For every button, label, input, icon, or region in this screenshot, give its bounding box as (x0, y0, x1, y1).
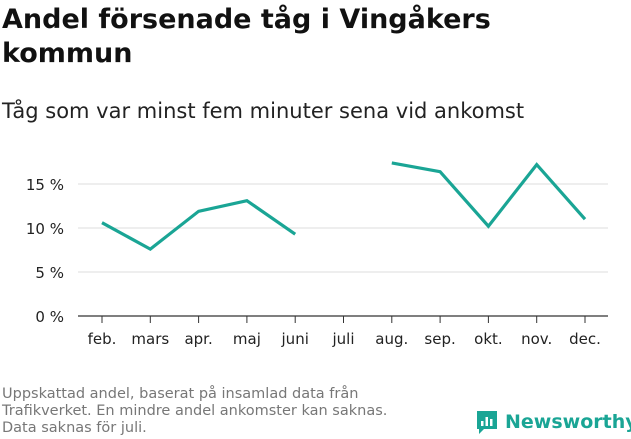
x-tick-label: sep. (424, 330, 455, 348)
x-tick-label: juli (331, 330, 354, 348)
x-tick-label: dec. (569, 330, 601, 348)
newsworthy-logo: Newsworthy (475, 407, 631, 437)
x-tick-label: apr. (184, 330, 212, 348)
series-line (101, 198, 297, 252)
chart-subtitle: Tåg som var minst fem minuter sena vid a… (2, 99, 525, 123)
newsworthy-logo-icon (477, 411, 497, 434)
series-line (391, 161, 587, 229)
brand-name: Newsworthy (505, 411, 631, 433)
x-tick-label: feb. (88, 330, 117, 348)
y-tick-label: 0 % (35, 308, 64, 326)
x-tick-label: mars (131, 330, 169, 348)
footnote-line: Uppskattad andel, baserat på insamlad da… (2, 386, 359, 402)
footnote-line: Trafikverket. En mindre andel ankomster … (2, 403, 388, 419)
y-tick-label: 10 % (26, 220, 64, 238)
y-tick-label: 15 % (26, 176, 64, 194)
x-tick-label: juni (281, 330, 309, 348)
footnote: Uppskattad andel, baserat på insamlad da… (2, 386, 442, 437)
chart-title: Andel försenade tåg i Vingåkers kommun (2, 4, 491, 69)
x-tick-label: nov. (521, 330, 552, 348)
x-tick-label: aug. (375, 330, 408, 348)
y-tick-label: 5 % (35, 264, 64, 282)
x-tick-label: okt. (474, 330, 503, 348)
footnote-line: Data saknas för juli. (2, 420, 147, 436)
x-tick-label: maj (233, 330, 261, 348)
